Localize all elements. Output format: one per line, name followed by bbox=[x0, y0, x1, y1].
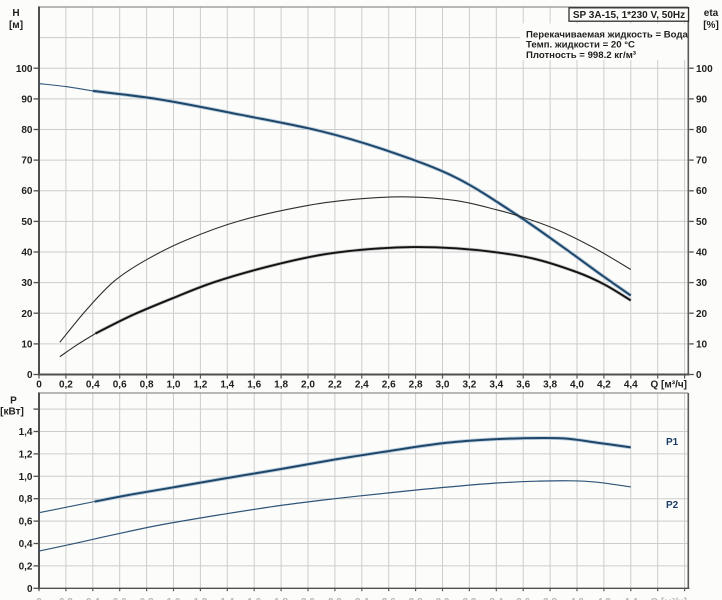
svg-text:3,0: 3,0 bbox=[436, 380, 450, 391]
svg-text:90: 90 bbox=[21, 94, 33, 105]
svg-text:2,8: 2,8 bbox=[409, 380, 423, 391]
svg-text:100: 100 bbox=[696, 64, 713, 75]
svg-text:30: 30 bbox=[696, 278, 708, 289]
svg-text:90: 90 bbox=[696, 94, 708, 105]
svg-text:80: 80 bbox=[696, 125, 708, 136]
svg-text:40: 40 bbox=[21, 248, 33, 259]
svg-text:1,0: 1,0 bbox=[167, 380, 181, 391]
svg-text:0,4: 0,4 bbox=[86, 597, 100, 600]
svg-text:100: 100 bbox=[16, 64, 33, 75]
svg-text:[м]: [м] bbox=[9, 20, 23, 31]
svg-text:10: 10 bbox=[696, 339, 708, 350]
svg-text:0: 0 bbox=[36, 380, 42, 391]
svg-text:10: 10 bbox=[21, 339, 33, 350]
svg-text:3,2: 3,2 bbox=[462, 380, 476, 391]
svg-text:2,2: 2,2 bbox=[328, 380, 342, 391]
svg-text:20: 20 bbox=[21, 309, 33, 320]
svg-text:2,6: 2,6 bbox=[382, 597, 396, 600]
svg-text:0,6: 0,6 bbox=[19, 517, 33, 528]
svg-text:2,6: 2,6 bbox=[382, 380, 396, 391]
svg-text:30: 30 bbox=[21, 278, 33, 289]
svg-text:1,4: 1,4 bbox=[220, 380, 234, 391]
svg-text:1,4: 1,4 bbox=[19, 427, 33, 438]
svg-text:3,2: 3,2 bbox=[462, 597, 476, 600]
svg-text:20: 20 bbox=[696, 309, 708, 320]
svg-text:eta: eta bbox=[704, 8, 719, 19]
svg-text:1,8: 1,8 bbox=[274, 380, 288, 391]
svg-text:1,6: 1,6 bbox=[247, 597, 261, 600]
svg-text:Перекачиваемая жидкость = Вода: Перекачиваемая жидкость = Вода bbox=[526, 29, 688, 40]
svg-text:1,0: 1,0 bbox=[167, 597, 181, 600]
svg-text:1,2: 1,2 bbox=[193, 380, 207, 391]
svg-text:80: 80 bbox=[21, 125, 33, 136]
svg-text:60: 60 bbox=[696, 186, 708, 197]
svg-text:P2: P2 bbox=[666, 500, 679, 511]
svg-text:0: 0 bbox=[27, 584, 33, 595]
svg-text:3,8: 3,8 bbox=[543, 597, 557, 600]
svg-text:SP 3A-15, 1*230 V, 50Hz: SP 3A-15, 1*230 V, 50Hz bbox=[573, 10, 685, 21]
svg-text:0,2: 0,2 bbox=[59, 597, 73, 600]
svg-text:50: 50 bbox=[21, 217, 33, 228]
svg-text:0: 0 bbox=[27, 370, 33, 381]
svg-text:Темп. жидкости = 20 °C: Темп. жидкости = 20 °C bbox=[526, 40, 635, 51]
svg-text:3,4: 3,4 bbox=[489, 380, 503, 391]
svg-text:60: 60 bbox=[21, 186, 33, 197]
svg-text:2,0: 2,0 bbox=[301, 597, 315, 600]
svg-text:2,8: 2,8 bbox=[409, 597, 423, 600]
svg-text:1,8: 1,8 bbox=[274, 597, 288, 600]
svg-text:[%]: [%] bbox=[703, 20, 719, 31]
svg-text:3,8: 3,8 bbox=[543, 380, 557, 391]
svg-text:40: 40 bbox=[696, 248, 708, 259]
svg-text:1,6: 1,6 bbox=[247, 380, 261, 391]
svg-text:3,4: 3,4 bbox=[489, 597, 503, 600]
svg-text:0,4: 0,4 bbox=[86, 380, 100, 391]
svg-text:0,6: 0,6 bbox=[113, 380, 127, 391]
svg-text:3,6: 3,6 bbox=[516, 380, 530, 391]
svg-text:0,6: 0,6 bbox=[113, 597, 127, 600]
svg-text:0,8: 0,8 bbox=[140, 380, 154, 391]
svg-text:Q [м³/ч]: Q [м³/ч] bbox=[650, 597, 687, 600]
svg-text:0,2: 0,2 bbox=[19, 561, 33, 572]
svg-text:70: 70 bbox=[21, 156, 33, 167]
svg-text:50: 50 bbox=[696, 217, 708, 228]
svg-text:2,0: 2,0 bbox=[301, 380, 315, 391]
svg-text:70: 70 bbox=[696, 156, 708, 167]
svg-text:P1: P1 bbox=[666, 437, 679, 448]
svg-text:4,4: 4,4 bbox=[624, 380, 638, 391]
svg-text:3,0: 3,0 bbox=[436, 597, 450, 600]
svg-text:1,2: 1,2 bbox=[193, 597, 207, 600]
svg-text:4,2: 4,2 bbox=[597, 380, 611, 391]
svg-text:H: H bbox=[12, 8, 19, 19]
svg-text:0,2: 0,2 bbox=[59, 380, 73, 391]
svg-text:[кВт]: [кВт] bbox=[0, 407, 24, 418]
svg-text:4,4: 4,4 bbox=[624, 597, 638, 600]
svg-text:Q [м³/ч]: Q [м³/ч] bbox=[650, 380, 687, 391]
svg-text:2,2: 2,2 bbox=[328, 597, 342, 600]
svg-text:P: P bbox=[10, 396, 17, 407]
svg-text:1,2: 1,2 bbox=[19, 449, 33, 460]
svg-text:0: 0 bbox=[696, 370, 702, 381]
svg-text:2,4: 2,4 bbox=[355, 380, 369, 391]
svg-text:4,0: 4,0 bbox=[570, 597, 584, 600]
svg-text:4,0: 4,0 bbox=[570, 380, 584, 391]
svg-text:Плотность = 998.2 кг/м³: Плотность = 998.2 кг/м³ bbox=[526, 50, 636, 61]
svg-text:1,0: 1,0 bbox=[19, 472, 33, 483]
svg-text:0,8: 0,8 bbox=[140, 597, 154, 600]
svg-text:2,4: 2,4 bbox=[355, 597, 369, 600]
svg-text:0,4: 0,4 bbox=[19, 539, 33, 550]
svg-text:4,2: 4,2 bbox=[597, 597, 611, 600]
svg-text:0,8: 0,8 bbox=[19, 494, 33, 505]
svg-text:3,6: 3,6 bbox=[516, 597, 530, 600]
svg-text:1,4: 1,4 bbox=[220, 597, 234, 600]
svg-text:0: 0 bbox=[36, 597, 42, 600]
